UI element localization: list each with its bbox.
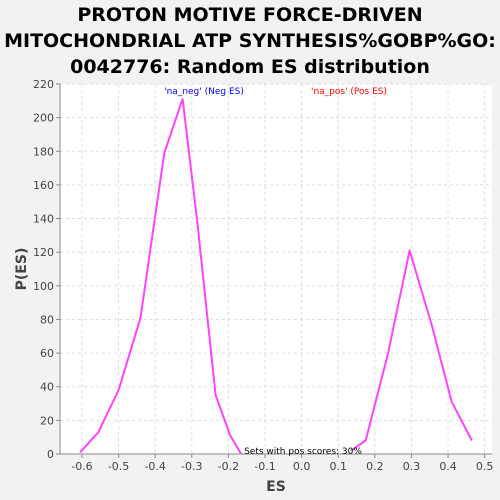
es-distribution-line <box>350 249 473 452</box>
legend-neg: 'na_neg' (Neg ES) <box>164 87 244 97</box>
chart-title: PROTON MOTIVE FORCE-DRIVEN MITOCHONDRIAL… <box>0 2 500 80</box>
x-tick-label: 0.5 <box>476 460 494 473</box>
x-tick-label: -0.4 <box>144 460 165 473</box>
x-tick-label: 0.2 <box>366 460 384 473</box>
y-tick-label: 100 <box>33 280 54 293</box>
y-tick-label: 200 <box>33 112 54 125</box>
y-tick-label: 20 <box>40 414 54 427</box>
x-tick-label: 0.1 <box>329 460 347 473</box>
y-tick-label: 160 <box>33 179 54 192</box>
series-lines <box>79 98 473 455</box>
x-tick-label: 0.3 <box>403 460 421 473</box>
y-tick-label: 120 <box>33 246 54 259</box>
y-tick-label: 140 <box>33 213 54 226</box>
legend-pos: 'na_pos' (Pos ES) <box>311 87 387 97</box>
plot-area <box>60 84 492 454</box>
y-axis-label: P(ES) <box>14 248 30 291</box>
axes <box>59 84 492 455</box>
y-ticks: 0 20 40 60 80 100 120 140 160 180 200 220 <box>33 78 60 461</box>
x-tick-label: 0.4 <box>439 460 457 473</box>
y-tick-label: 60 <box>40 347 54 360</box>
chart-title-line-2: MITOCHONDRIAL ATP SYNTHESIS%GOBP%GO: <box>4 30 496 52</box>
x-axis-label: ES <box>266 479 286 495</box>
y-tick-label: 180 <box>33 145 54 158</box>
chart-title-line-1: PROTON MOTIVE FORCE-DRIVEN <box>77 4 423 26</box>
x-tick-label: 0.0 <box>293 460 311 473</box>
x-tick-label: -0.5 <box>108 460 129 473</box>
x-ticks: -0.6 -0.5 -0.4 -0.3 -0.2 -0.1 0.0 0.1 0.2 0.3 0.4 0… <box>71 454 493 473</box>
y-tick-label: 220 <box>33 78 54 91</box>
x-tick-label: -0.3 <box>181 460 202 473</box>
y-tick-label: 80 <box>40 313 54 326</box>
y-tick-label: 0 <box>47 448 54 461</box>
annotation-pos-scores: Sets with pos scores: 30% <box>244 447 362 457</box>
chart-title-line-3: 0042776: Random ES distribution <box>70 56 430 78</box>
y-tick-label: 40 <box>40 381 54 394</box>
x-tick-label: -0.2 <box>218 460 239 473</box>
x-tick-label: -0.1 <box>254 460 275 473</box>
x-tick-label: -0.6 <box>71 460 92 473</box>
es-distribution-line <box>79 98 243 455</box>
